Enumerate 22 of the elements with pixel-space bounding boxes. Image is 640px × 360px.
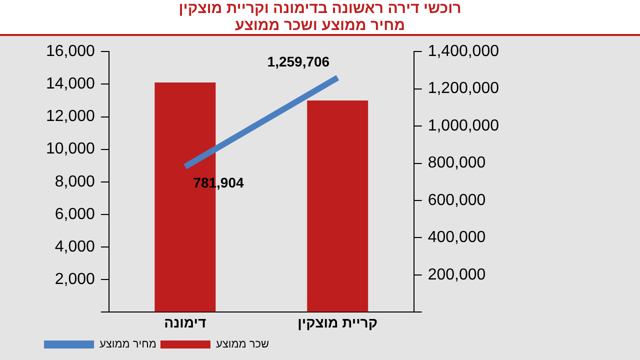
y-tick-label: 12,000	[46, 108, 96, 126]
legend-label: שכר ממוצע	[216, 338, 270, 351]
x-tick-label: דימונה	[164, 314, 206, 330]
x-tick-label: קריית מוצקין	[298, 314, 378, 330]
y2-tick-label: 1,000,000	[428, 117, 500, 134]
data-label: 1,259,706	[267, 54, 330, 70]
y2-tick-label: 800,000	[428, 154, 486, 172]
chart-subtitle: מחיר ממוצע ושכר ממוצע	[234, 17, 406, 34]
y2-tick-label: 600,000	[428, 192, 486, 209]
legend-label: מחיר ממוצע	[100, 338, 156, 351]
y-tick-label: 6,000	[54, 206, 96, 223]
y2-tick-label: 200,000	[428, 266, 486, 284]
y-tick-label: 16,000	[46, 43, 96, 60]
y2-tick-label: 1,200,000	[428, 80, 500, 98]
y-tick-label: 14,000	[46, 76, 96, 93]
y2-tick-label: 400,000	[428, 229, 486, 246]
y-tick-label: 10,000	[46, 140, 96, 158]
chart-title: רוכשי דירה ראשונה בדימונה וקריית מוצקין	[178, 0, 462, 17]
y-tick-label: 4,000	[54, 238, 96, 256]
y-tick-label: 8,000	[54, 173, 96, 190]
y2-tick-label: 1,400,000	[428, 43, 500, 60]
y-tick-label: 2,000	[54, 271, 96, 288]
